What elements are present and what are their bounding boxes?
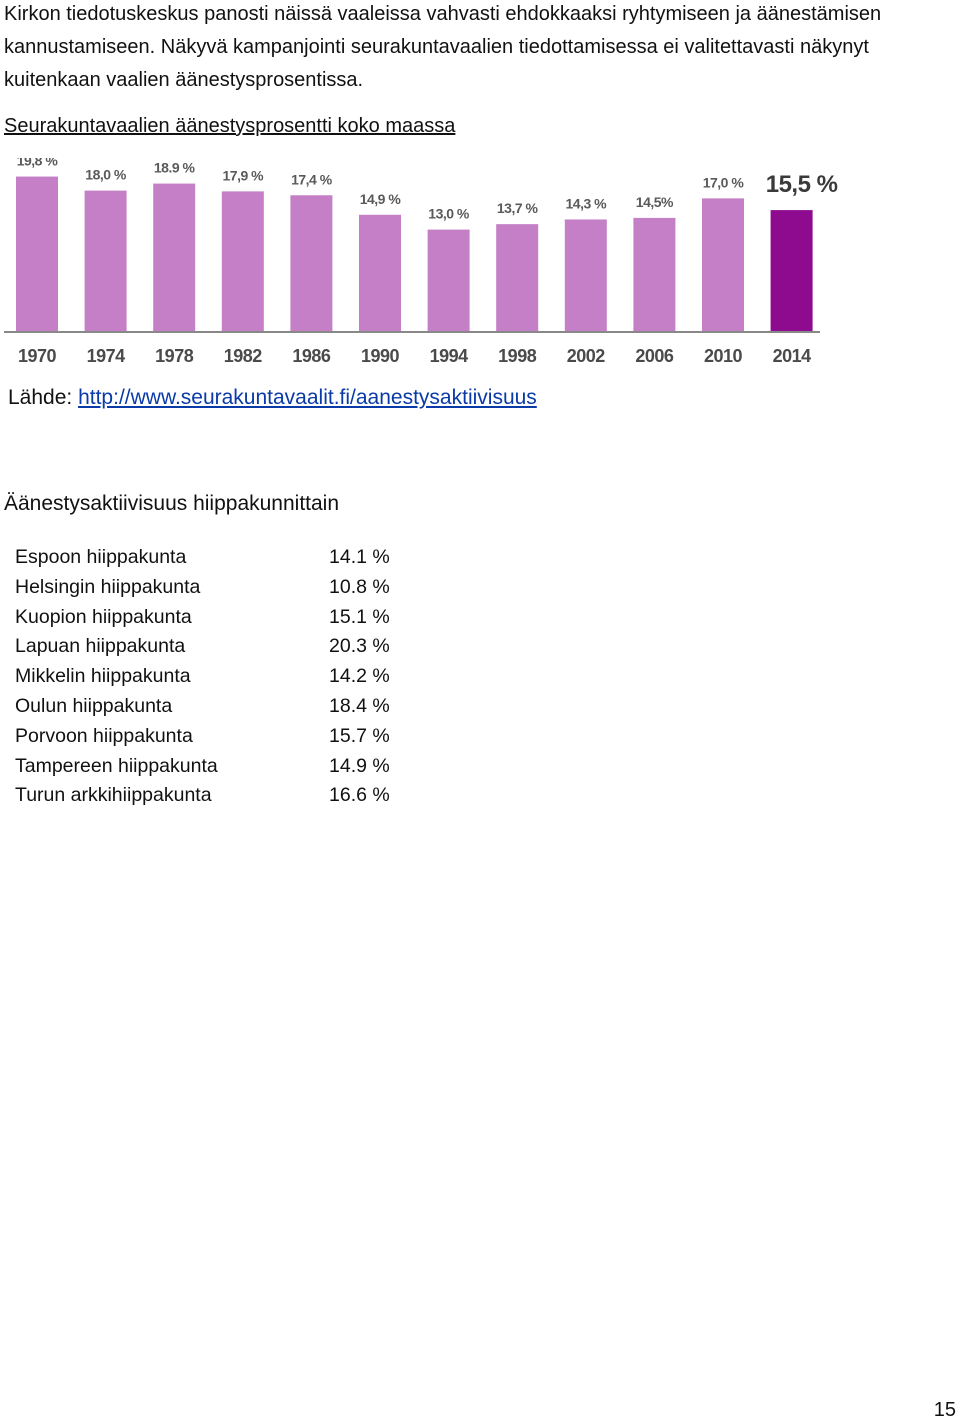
x-tick-1994: 1994 (430, 346, 469, 366)
data-label-1970: 19,8 % (17, 158, 59, 169)
district-name: Espoon hiippakunta (15, 546, 187, 568)
district-name: Oulun hiippakunta (15, 694, 173, 717)
district-value: 15.7 % (329, 724, 390, 747)
district-value: 10.8 % (329, 575, 390, 598)
bar-2014 (770, 210, 813, 331)
x-tick-1970: 1970 (18, 346, 57, 366)
intro-line: kuitenkaan vaalien äänestysprosentissa. (4, 69, 364, 91)
data-label-2006: 14,5% (636, 194, 674, 210)
data-label-1998: 13,7 % (497, 200, 539, 216)
data-label-1978: 18.9 % (154, 160, 196, 176)
district-name: Mikkelin hiippakunta (15, 665, 191, 688)
page-number: 15 (933, 1399, 956, 1421)
chart-title: Seurakuntavaalien äänestysprosentti koko… (4, 115, 456, 137)
data-label-1982: 17,9 % (223, 167, 265, 183)
data-label-2010: 17,0 % (703, 174, 745, 190)
district-name: Helsingin hiippakunta (15, 575, 201, 598)
bar-1978 (153, 183, 196, 331)
bar-1990 (359, 214, 401, 331)
x-tick-1978: 1978 (155, 346, 194, 366)
turnout-bar-chart: 19,8 % 1970 18,0 % 1974 18.9 % 1978 17,9 % 1982… (4, 158, 838, 366)
source-link[interactable]: http://www.seurakuntavaalit.fi/aanestysa… (78, 386, 537, 409)
bar-1982 (221, 191, 264, 331)
x-tick-1986: 1986 (292, 346, 331, 366)
source-line: Lähde: http://www.seurakuntavaalit.fi/aa… (8, 386, 537, 410)
data-label-1986: 17,4 % (291, 171, 333, 187)
bar-2010 (702, 198, 744, 331)
data-label-1994: 13,0 % (428, 206, 470, 222)
district-name: Lapuan hiippakunta (15, 635, 186, 658)
x-tick-1982: 1982 (224, 346, 263, 366)
bar-2002 (564, 219, 607, 331)
x-tick-1990: 1990 (361, 346, 400, 366)
bar-1986 (290, 195, 333, 331)
x-tick-2002: 2002 (567, 346, 606, 366)
district-value: 14.9 % (329, 754, 390, 777)
district-value: 15.1 % (329, 605, 390, 628)
source-prefix: Lähde: (8, 386, 79, 409)
data-label-1990: 14,9 % (360, 191, 402, 207)
district-value: 16.6 % (329, 784, 390, 807)
district-name: Tampereen hiippakunta (15, 754, 218, 777)
data-label-1974: 18,0 % (85, 167, 127, 183)
bar-1994 (427, 229, 470, 331)
x-tick-2006: 2006 (635, 346, 674, 366)
district-value: 18.4 % (329, 694, 390, 717)
x-tick-2014: 2014 (773, 346, 812, 366)
district-section-title: Äänestysaktiivisuus hiippakunnittain (4, 492, 340, 515)
district-name: Porvoon hiippakunta (15, 724, 193, 747)
bar-1998 (496, 224, 539, 331)
x-tick-1998: 1998 (498, 346, 537, 366)
district-value: 20.3 % (329, 635, 390, 658)
intro-line: Kirkon tiedotuskeskus panosti näissä vaa… (4, 3, 882, 25)
x-tick-1974: 1974 (87, 346, 126, 366)
x-tick-2010: 2010 (704, 346, 743, 366)
data-label-2014: 15,5 % (766, 171, 838, 198)
intro-line: kannustamiseen. Näkyvä kampanjointi seur… (4, 36, 869, 58)
district-name: Kuopion hiippakunta (15, 605, 192, 628)
district-value: 14.1 % (329, 546, 390, 568)
intro-paragraph: Kirkon tiedotuskeskus panosti näissä vaa… (4, 0, 956, 97)
bar-1974 (84, 190, 127, 331)
district-name: Turun arkkihiippakunta (15, 784, 212, 807)
data-label-2002: 14,3 % (566, 195, 608, 211)
district-value: 14.2 % (329, 665, 390, 688)
bar-2006 (633, 217, 676, 331)
bar-1970 (16, 176, 58, 331)
